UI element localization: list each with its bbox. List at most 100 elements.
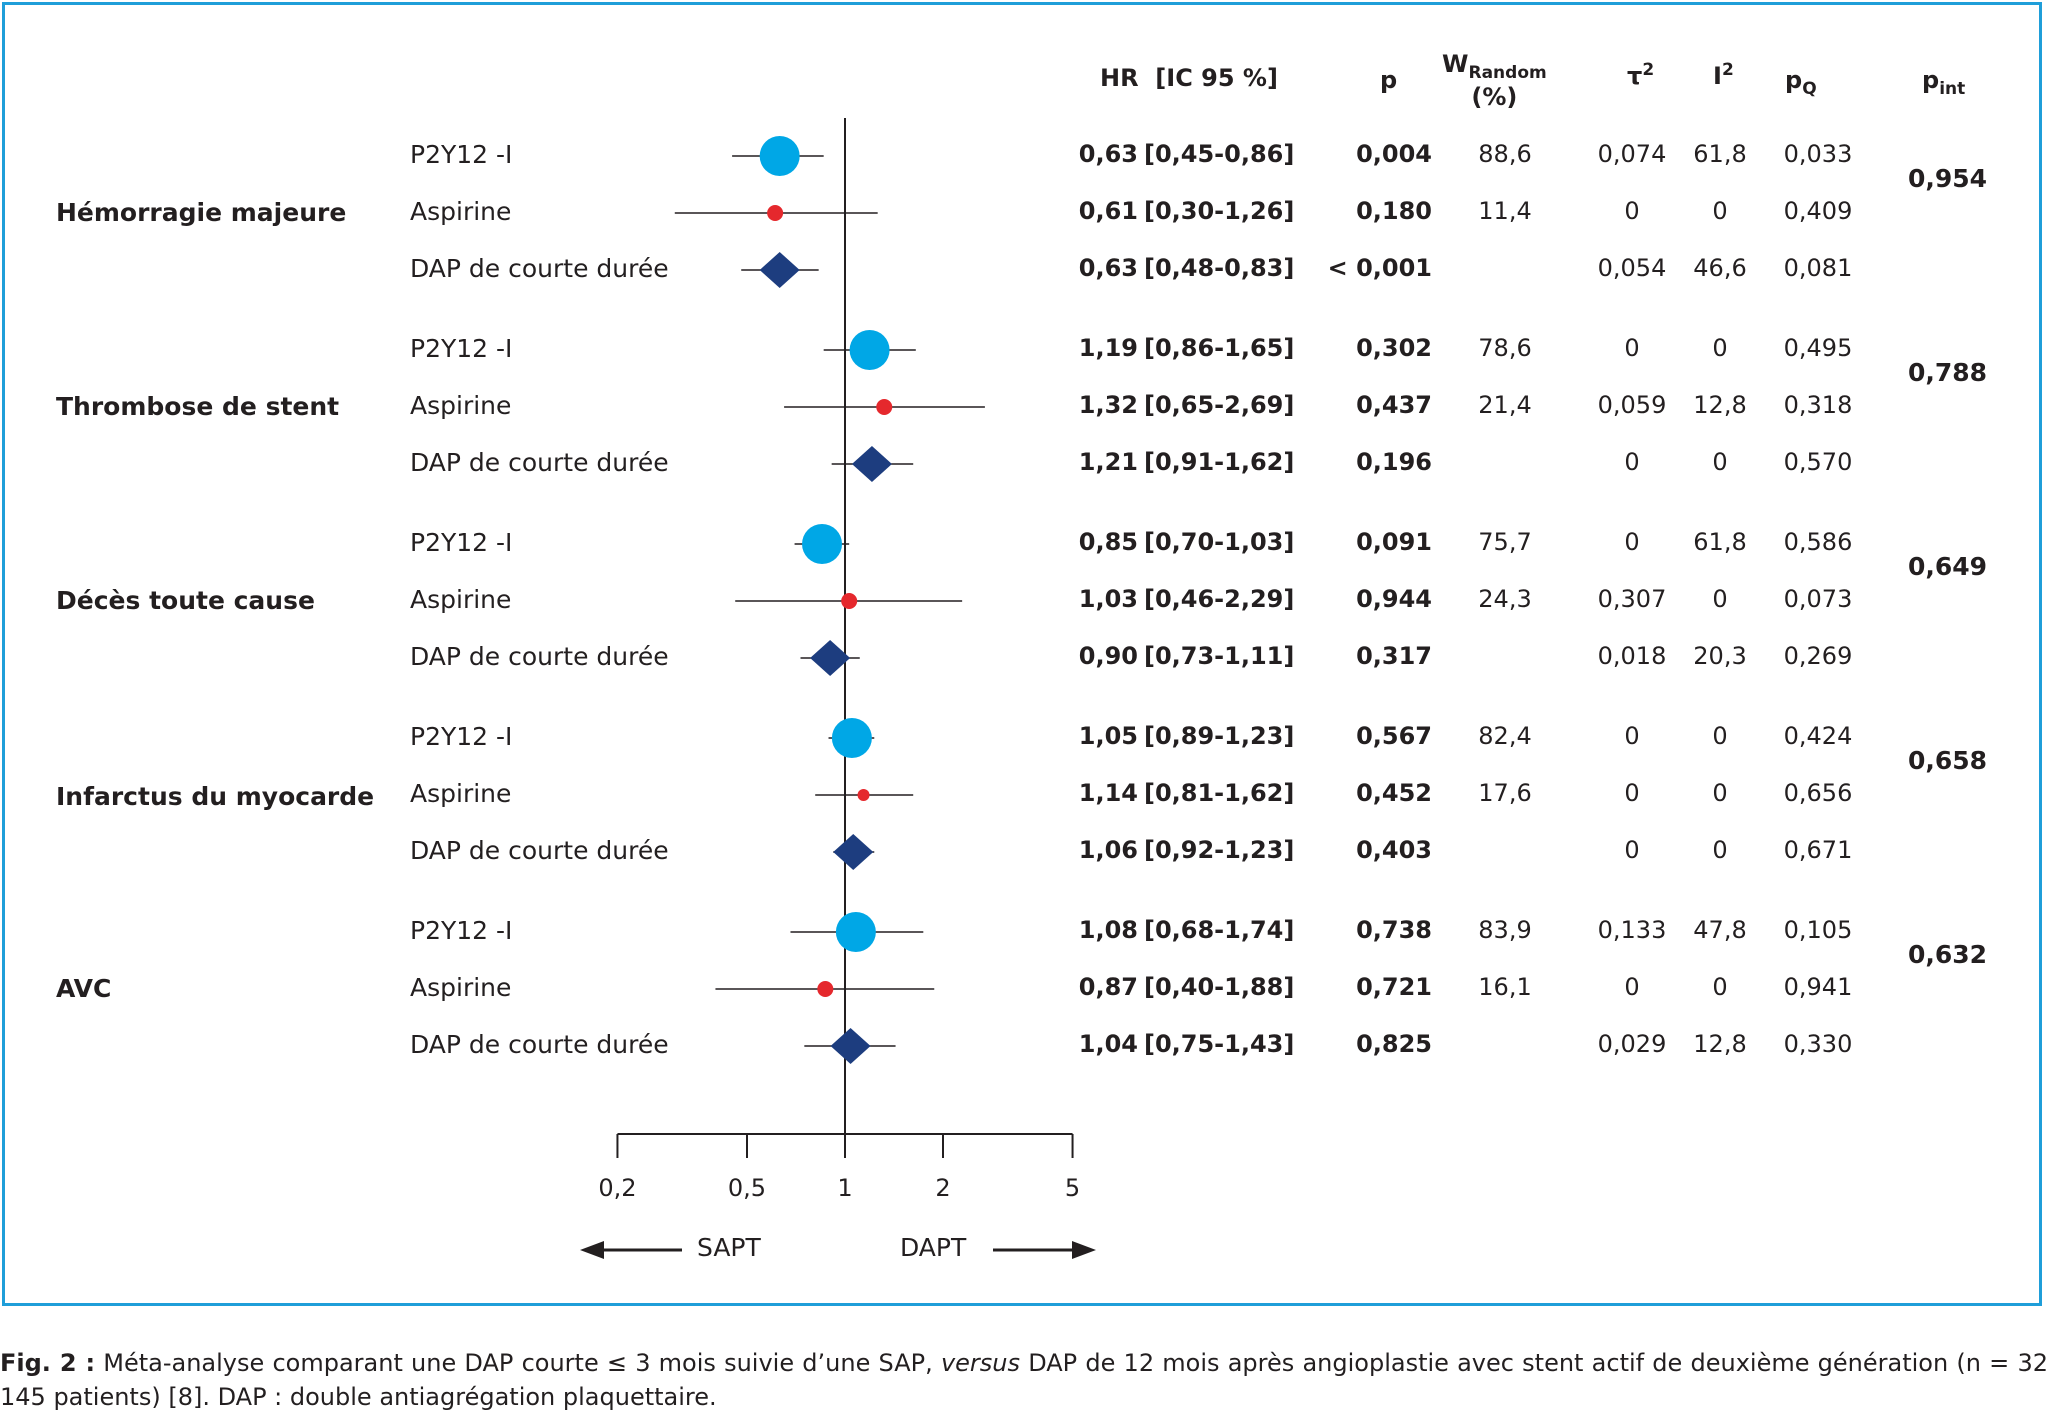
x-tick-label: 2 <box>935 1174 951 1202</box>
i2-value: 0 <box>1712 973 1728 1001</box>
header-pq: pQ <box>1785 66 1817 99</box>
p-value: 0,091 <box>1356 528 1432 556</box>
weight-value: 11,4 <box>1478 197 1532 225</box>
pq-value: 0,033 <box>1783 140 1853 168</box>
hr-value: 0,63 <box>1078 254 1138 282</box>
hr-value: 1,08 <box>1078 916 1138 944</box>
row-label: P2Y12 -I <box>410 140 513 169</box>
ci-value: [0,81-1,62] <box>1144 779 1295 807</box>
direction-right-label: DAPT <box>900 1233 967 1262</box>
tau2-value: 0,054 <box>1597 254 1667 282</box>
i2-value: 0 <box>1712 448 1728 476</box>
pq-value: 0,409 <box>1783 197 1853 225</box>
weight-value: 78,6 <box>1478 334 1532 362</box>
i2-value: 0 <box>1712 836 1728 864</box>
x-tick-label: 5 <box>1064 1174 1081 1202</box>
row-label: P2Y12 -I <box>410 916 513 945</box>
tau2-value: 0,018 <box>1597 642 1667 670</box>
tau2-value: 0 <box>1624 528 1640 556</box>
point-estimate-circle <box>849 330 890 370</box>
header-p: p <box>1380 66 1398 94</box>
i2-value: 61,8 <box>1693 528 1747 556</box>
x-tick-label: 0,2 <box>598 1174 637 1202</box>
i2-value: 47,8 <box>1693 916 1747 944</box>
weight-value: 24,3 <box>1478 585 1532 613</box>
hr-value: 0,61 <box>1078 197 1138 225</box>
p-interaction-value: 0,658 <box>1908 746 1988 775</box>
p-interaction-value: 0,649 <box>1908 552 1988 581</box>
ci-value: [0,73-1,11] <box>1144 642 1295 670</box>
tau2-value: 0,133 <box>1597 916 1667 944</box>
p-value: 0,437 <box>1356 391 1432 419</box>
ci-value: [0,30-1,26] <box>1144 197 1295 225</box>
ci-value: [0,68-1,74] <box>1144 916 1295 944</box>
point-estimate-diamond <box>851 446 892 482</box>
tau2-value: 0,307 <box>1597 585 1667 613</box>
p-value: 0,567 <box>1356 722 1432 750</box>
point-estimate-dot <box>767 205 784 221</box>
ci-value: [0,86-1,65] <box>1144 334 1295 362</box>
group-label: Hémorragie majeure <box>56 198 347 227</box>
x-tick-label: 0,5 <box>727 1174 767 1202</box>
i2-value: 0 <box>1712 779 1728 807</box>
x-tick-label: 1 <box>837 1174 853 1202</box>
direction-left-label: SAPT <box>697 1233 761 1262</box>
header-pint: pint <box>1922 66 1966 99</box>
figure-frame <box>2 2 2042 1306</box>
arrow-left-head <box>580 1241 604 1259</box>
p-value: 0,403 <box>1356 836 1432 864</box>
row-label: DAP de courte durée <box>410 836 669 865</box>
pq-value: 0,073 <box>1783 585 1853 613</box>
pq-value: 0,656 <box>1783 779 1853 807</box>
point-estimate-dot <box>876 399 893 415</box>
point-estimate-dot <box>841 593 858 609</box>
p-interaction-value: 0,632 <box>1908 940 1988 969</box>
i2-value: 46,6 <box>1693 254 1747 282</box>
pq-value: 0,671 <box>1783 836 1853 864</box>
row-label: DAP de courte durée <box>410 642 669 671</box>
figure-caption: Fig. 2 : Méta-analyse comparant une DAP … <box>0 1346 2048 1414</box>
group-label: Infarctus du myocarde <box>56 782 375 811</box>
row-label: DAP de courte durée <box>410 448 669 477</box>
p-value: 0,180 <box>1356 197 1432 225</box>
hr-value: 0,87 <box>1078 973 1138 1001</box>
ci-value: [0,92-1,23] <box>1144 836 1295 864</box>
hr-value: 1,03 <box>1078 585 1138 613</box>
caption-text-after: DAP de 12 mois après angioplastie avec s… <box>0 1349 2048 1411</box>
group-label: AVC <box>56 974 112 1003</box>
hr-value: 1,04 <box>1078 1030 1138 1058</box>
i2-value: 12,8 <box>1693 391 1747 419</box>
weight-value: 82,4 <box>1478 722 1532 750</box>
p-value: 0,825 <box>1356 1030 1432 1058</box>
p-value: 0,317 <box>1356 642 1432 670</box>
point-estimate-dot <box>857 789 870 801</box>
pq-value: 0,081 <box>1783 254 1853 282</box>
ci-value: [0,91-1,62] <box>1144 448 1295 476</box>
header-i2: I2 <box>1713 60 1734 90</box>
hr-value: 0,63 <box>1078 140 1138 168</box>
row-label: Aspirine <box>410 391 512 420</box>
p-value: 0,721 <box>1356 973 1432 1001</box>
caption-label: Fig. 2 : <box>0 1349 96 1377</box>
ci-value: [0,46-2,29] <box>1144 585 1295 613</box>
header-tau2: τ2 <box>1627 60 1655 90</box>
p-value: 0,004 <box>1356 140 1432 168</box>
i2-value: 12,8 <box>1693 1030 1747 1058</box>
point-estimate-diamond <box>759 252 800 288</box>
tau2-value: 0 <box>1624 197 1640 225</box>
hr-value: 1,32 <box>1078 391 1138 419</box>
pq-value: 0,318 <box>1783 391 1853 419</box>
row-label: P2Y12 -I <box>410 528 513 557</box>
tau2-value: 0,074 <box>1597 140 1667 168</box>
p-value: 0,738 <box>1356 916 1432 944</box>
hr-value: 1,06 <box>1078 836 1138 864</box>
row-label: P2Y12 -I <box>410 722 513 751</box>
caption-text-italic: versus <box>940 1349 1021 1377</box>
tau2-value: 0 <box>1624 722 1640 750</box>
hr-value: 0,90 <box>1078 642 1138 670</box>
point-estimate-circle <box>835 912 876 952</box>
weight-value: 16,1 <box>1478 973 1532 1001</box>
p-value: < 0,001 <box>1327 254 1432 282</box>
row-label: DAP de courte durée <box>410 1030 669 1059</box>
i2-value: 61,8 <box>1693 140 1747 168</box>
